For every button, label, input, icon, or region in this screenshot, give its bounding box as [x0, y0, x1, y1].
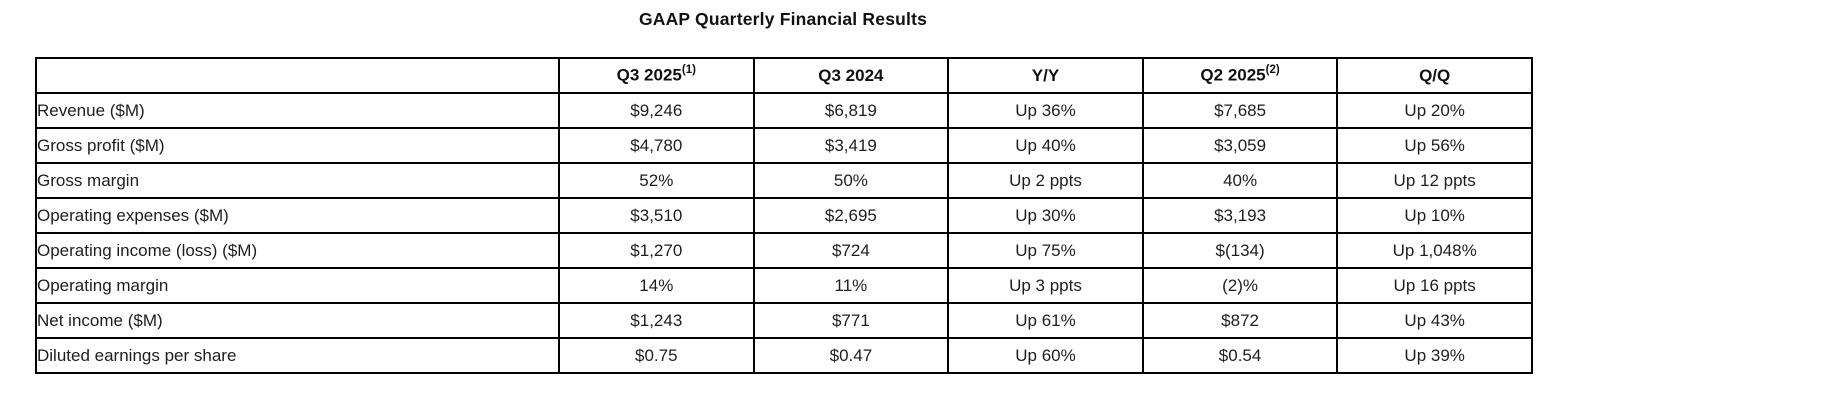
cell-qoq: Up 1,048% [1336, 232, 1533, 269]
table-row-net-income: Net income ($M) $1,243 $771 Up 61% $872 … [35, 302, 1533, 339]
column-header-q3-2025-label: Q3 2025 [616, 65, 682, 85]
cell-qoq: Up 39% [1336, 337, 1533, 374]
cell-qoq: Up 20% [1336, 92, 1533, 129]
cell-q3-2025: $1,243 [558, 302, 755, 339]
cell-q3-2024: $771 [752, 302, 950, 339]
cell-yoy: Up 36% [947, 92, 1144, 129]
gaap-quarterly-results-table: Q3 2025(1) Q3 2024 Y/Y Q2 2025(2) Q/Q Re… [35, 57, 1533, 374]
cell-q3-2025: $9,246 [558, 92, 755, 129]
footnote-ref-1: (1) [681, 64, 696, 77]
row-label: Operating income (loss) ($M) [35, 232, 560, 269]
column-header-metric [35, 57, 560, 94]
cell-q2-2025: $3,059 [1141, 127, 1339, 164]
row-label: Operating expenses ($M) [35, 197, 560, 234]
cell-qoq: Up 12 ppts [1336, 162, 1533, 199]
cell-q3-2025: 52% [558, 162, 755, 199]
cell-qoq: Up 10% [1336, 197, 1533, 234]
row-label: Diluted earnings per share [35, 337, 560, 374]
table-row-gross-margin: Gross margin 52% 50% Up 2 ppts 40% Up 12… [35, 162, 1533, 199]
table-row-gross-profit: Gross profit ($M) $4,780 $3,419 Up 40% $… [35, 127, 1533, 164]
cell-q2-2025: $872 [1141, 302, 1339, 339]
column-header-q2-2025-label: Q2 2025 [1200, 65, 1266, 85]
cell-yoy: Up 60% [947, 337, 1144, 374]
cell-q3-2025: 14% [558, 267, 755, 304]
column-header-qoq: Q/Q [1336, 57, 1533, 94]
cell-yoy: Up 30% [947, 197, 1144, 234]
cell-q2-2025: $3,193 [1141, 197, 1339, 234]
row-label: Gross profit ($M) [35, 127, 560, 164]
cell-qoq: Up 56% [1336, 127, 1533, 164]
table-row-revenue: Revenue ($M) $9,246 $6,819 Up 36% $7,685… [35, 92, 1533, 129]
column-header-yoy: Y/Y [947, 57, 1144, 94]
cell-yoy: Up 3 ppts [947, 267, 1144, 304]
cell-q2-2025: $7,685 [1141, 92, 1339, 129]
cell-q3-2025: $3,510 [558, 197, 755, 234]
cell-yoy: Up 2 ppts [947, 162, 1144, 199]
table-row-operating-margin: Operating margin 14% 11% Up 3 ppts (2)% … [35, 267, 1533, 304]
cell-q3-2024: $3,419 [752, 127, 950, 164]
cell-qoq: Up 16 ppts [1336, 267, 1533, 304]
cell-q3-2024: 50% [752, 162, 950, 199]
cell-yoy: Up 61% [947, 302, 1144, 339]
row-label: Gross margin [35, 162, 560, 199]
column-header-q3-2025: Q3 2025(1) [558, 57, 755, 94]
table-header-row: Q3 2025(1) Q3 2024 Y/Y Q2 2025(2) Q/Q [35, 57, 1533, 94]
cell-q3-2024: $0.47 [752, 337, 950, 374]
cell-q2-2025: $(134) [1141, 232, 1339, 269]
cell-q3-2024: 11% [752, 267, 950, 304]
cell-q3-2025: $0.75 [558, 337, 755, 374]
table-row-operating-income: Operating income (loss) ($M) $1,270 $724… [35, 232, 1533, 269]
table-row-diluted-eps: Diluted earnings per share $0.75 $0.47 U… [35, 337, 1533, 374]
cell-q3-2024: $2,695 [752, 197, 950, 234]
cell-q2-2025: $0.54 [1141, 337, 1339, 374]
column-header-q2-2025: Q2 2025(2) [1141, 57, 1339, 94]
cell-q3-2025: $1,270 [558, 232, 755, 269]
cell-q3-2025: $4,780 [558, 127, 755, 164]
cell-q2-2025: 40% [1141, 162, 1339, 199]
cell-q2-2025: (2)% [1141, 267, 1339, 304]
row-label: Net income ($M) [35, 302, 560, 339]
cell-q3-2024: $724 [752, 232, 950, 269]
cell-yoy: Up 75% [947, 232, 1144, 269]
column-header-q3-2024: Q3 2024 [752, 57, 950, 94]
page-title: GAAP Quarterly Financial Results [638, 9, 928, 29]
row-label: Operating margin [35, 267, 560, 304]
cell-qoq: Up 43% [1336, 302, 1533, 339]
table-row-operating-expenses: Operating expenses ($M) $3,510 $2,695 Up… [35, 197, 1533, 234]
footnote-ref-2: (2) [1265, 64, 1280, 77]
cell-q3-2024: $6,819 [752, 92, 950, 129]
financial-results-document: GAAP Quarterly Financial Results Q3 2025… [35, 0, 1533, 374]
cell-yoy: Up 40% [947, 127, 1144, 164]
row-label: Revenue ($M) [35, 92, 560, 129]
